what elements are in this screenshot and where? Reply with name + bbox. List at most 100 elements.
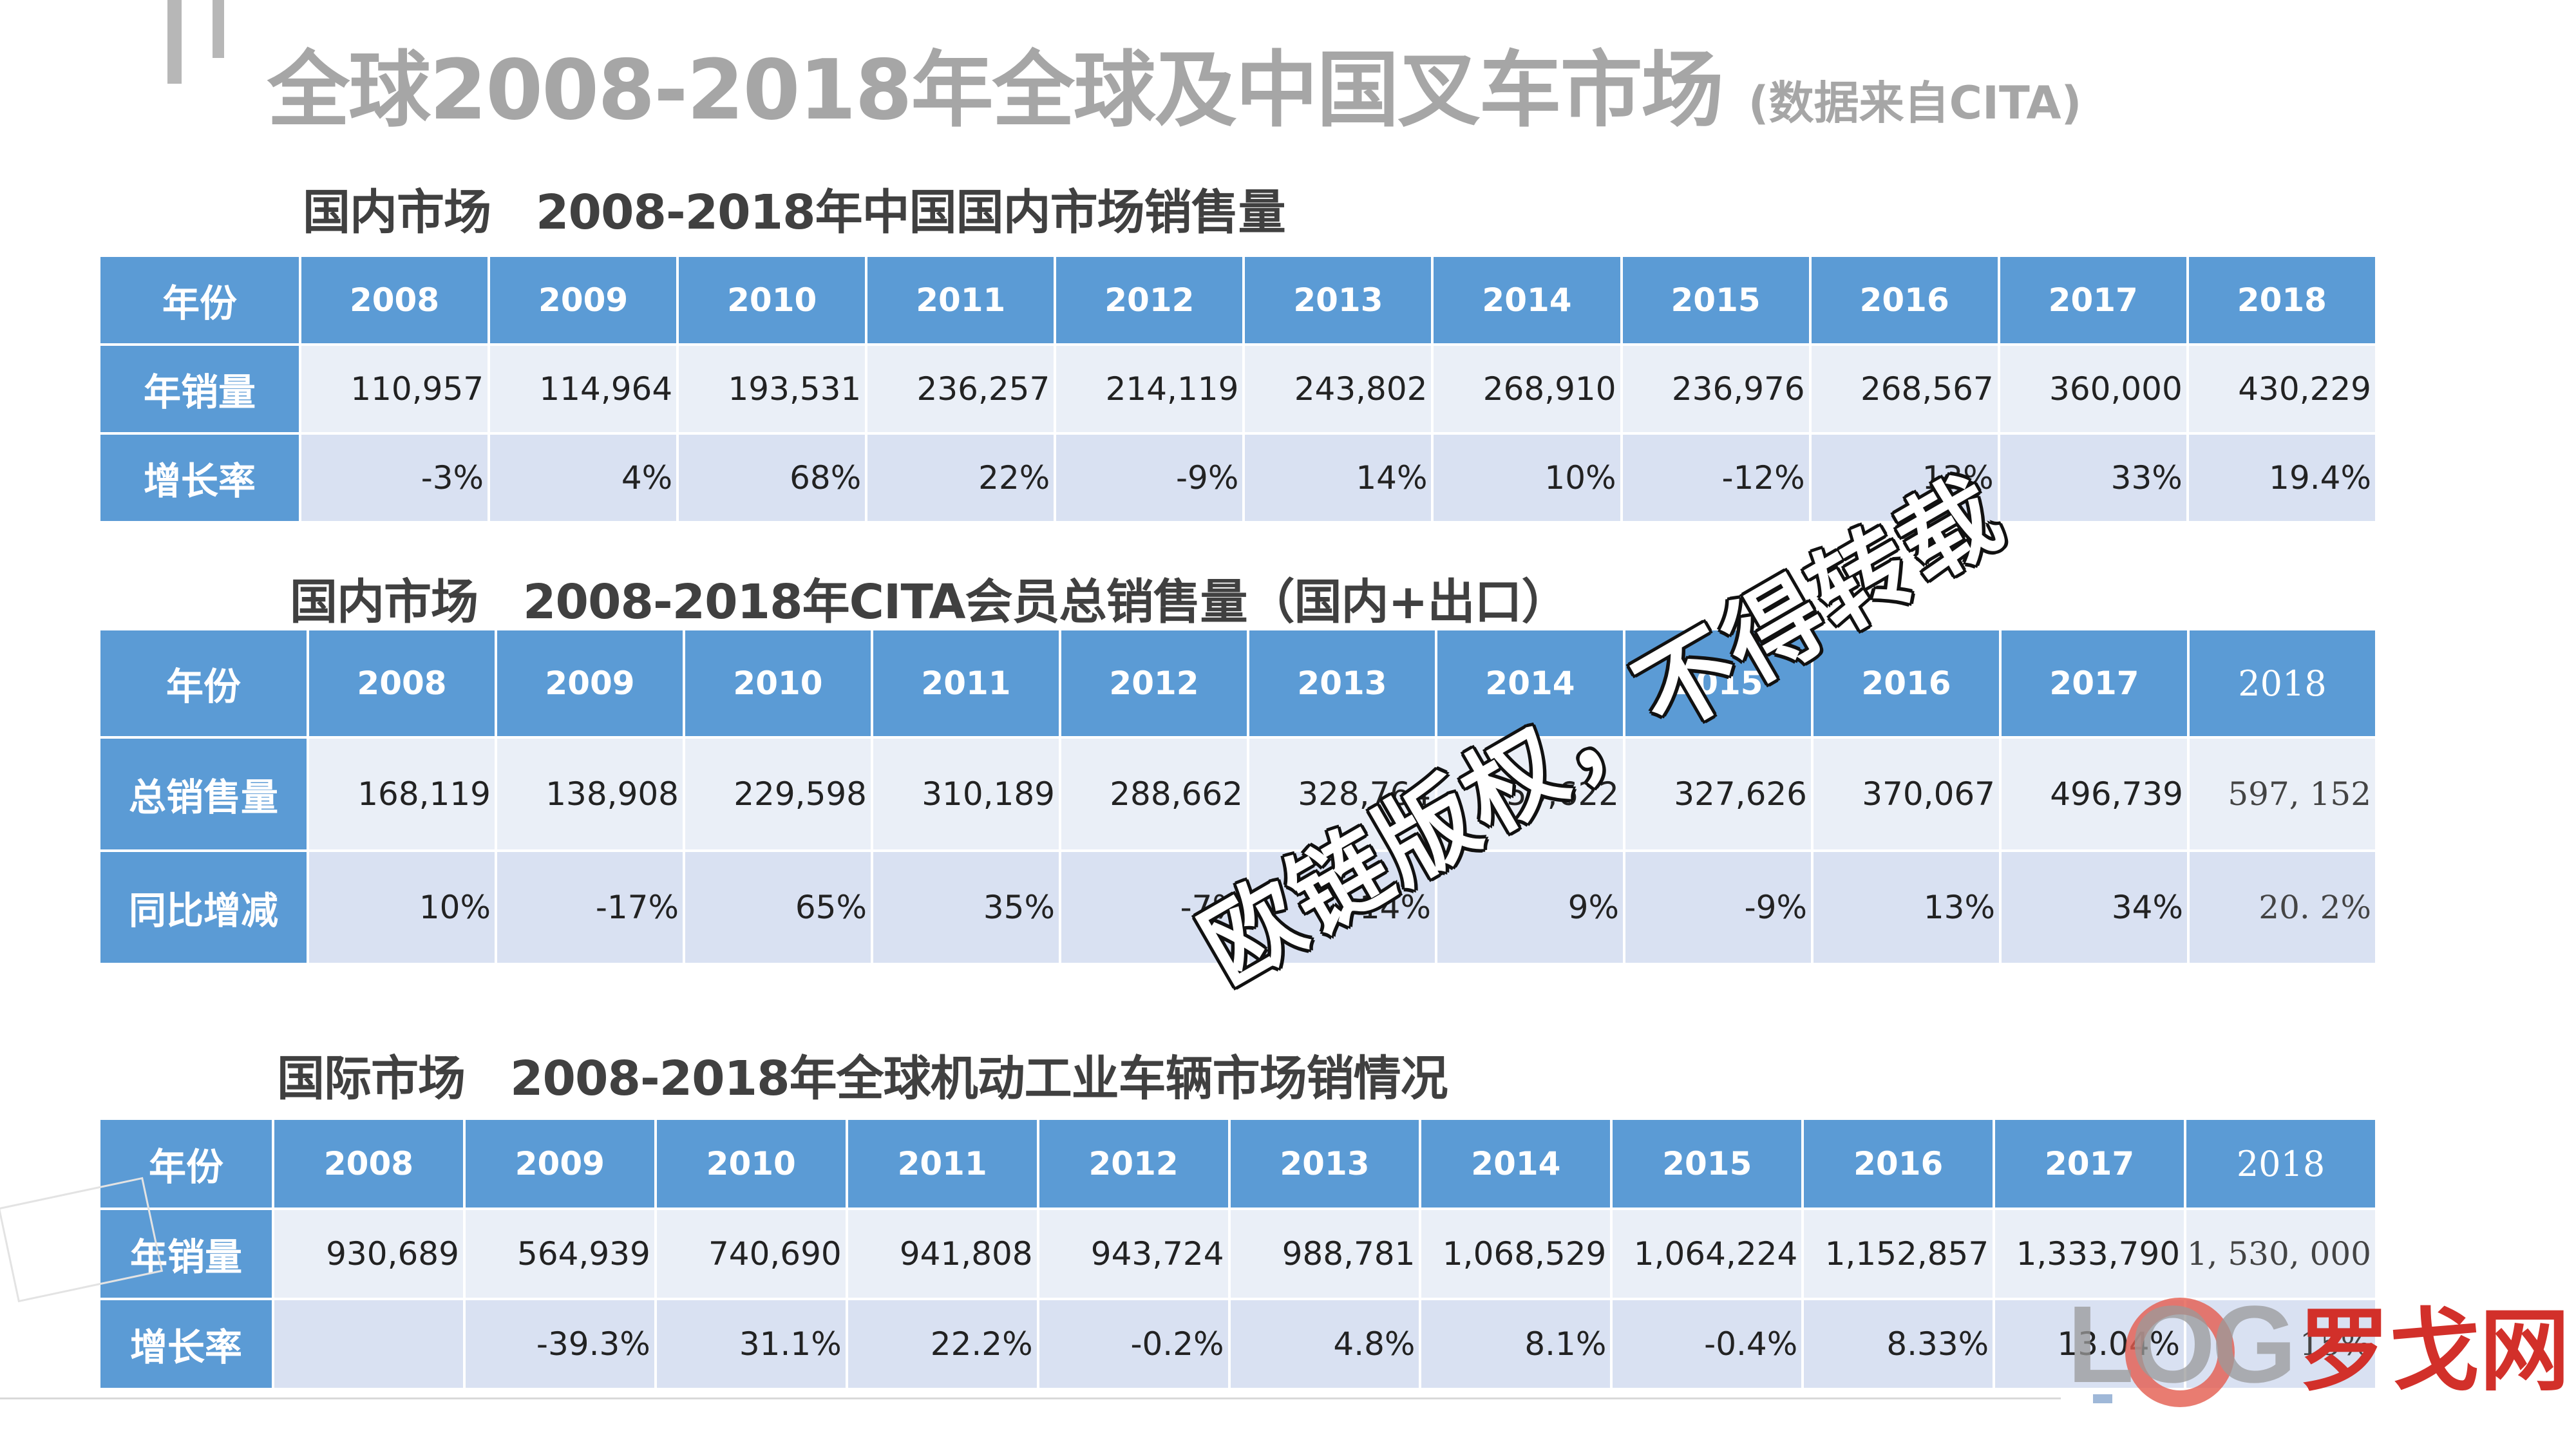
table-cell: 360,000 bbox=[1997, 343, 2189, 435]
header-cell: 2009 bbox=[495, 628, 685, 739]
table-cell: 4.8% bbox=[1227, 1298, 1422, 1390]
table-row: 增长率 -39.3% 31.1% 22.2% -0.2% 4.8% 8.1% -… bbox=[98, 1298, 2378, 1390]
table-row: 总销售量 168,119 138,908 229,598 310,189 288… bbox=[98, 736, 2378, 852]
table-row: 年销量 110,957 114,964 193,531 236,257 214,… bbox=[98, 343, 2378, 435]
table-cell: 10% bbox=[307, 849, 497, 965]
row-label: 总销售量 bbox=[98, 736, 309, 852]
table-cell: 288,662 bbox=[1059, 736, 1249, 852]
section1-label: 国内市场 bbox=[303, 185, 491, 240]
header-cell: 2014 bbox=[1419, 1117, 1613, 1210]
table-cell: 941,808 bbox=[845, 1208, 1039, 1300]
header-cell: 2015 bbox=[1610, 1117, 1804, 1210]
table-cell: 168,119 bbox=[307, 736, 497, 852]
table-cell: 14% bbox=[1247, 849, 1437, 965]
header-cell: 2008 bbox=[272, 1117, 466, 1210]
row-label: 增长率 bbox=[98, 432, 301, 524]
table-cell: 13% bbox=[1811, 849, 2002, 965]
table-cell: -3% bbox=[298, 432, 491, 524]
table-cell: 268,910 bbox=[1431, 343, 1623, 435]
header-cell: 2018 bbox=[2184, 1117, 2378, 1210]
table-cell: 1,333,790 bbox=[1993, 1208, 2187, 1300]
table-cell: 430,229 bbox=[2186, 343, 2378, 435]
header-cell: 2008 bbox=[298, 254, 491, 346]
header-cell: 2017 bbox=[1997, 254, 2189, 346]
table-cell bbox=[272, 1298, 466, 1390]
table-cell: 10% bbox=[1431, 432, 1623, 524]
table-cell: -0.2% bbox=[1036, 1298, 1231, 1390]
table-cell: 943,724 bbox=[1036, 1208, 1231, 1300]
table-cell: 310,189 bbox=[871, 736, 1061, 852]
page-title-main: 全球2008-2018年全球及中国叉车市场 bbox=[267, 43, 1724, 138]
table-cell: 359,622 bbox=[1435, 736, 1625, 852]
header-cell: 2014 bbox=[1435, 628, 1625, 739]
section3-heading: 2008-2018年全球机动工业车辆市场销情况 bbox=[510, 1051, 1448, 1106]
header-cell: 2011 bbox=[845, 1117, 1039, 1210]
header-cell: 2010 bbox=[654, 1117, 848, 1210]
table-cell: 930,689 bbox=[272, 1208, 466, 1300]
header-cell: 2008 bbox=[307, 628, 497, 739]
header-cell: 2011 bbox=[871, 628, 1061, 739]
table-cell: 564,939 bbox=[462, 1208, 657, 1300]
section3-title: 国际市场 2008-2018年全球机动工业车辆市场销情况 bbox=[277, 1040, 1448, 1109]
section2-heading: 2008-2018年CITA会员总销售量（国内+出口） bbox=[523, 574, 1569, 630]
table-cell: 327,626 bbox=[1623, 736, 1814, 852]
table-cell: 9% bbox=[1435, 849, 1625, 965]
table-cell: 496,739 bbox=[1999, 736, 2190, 852]
table-cell: 243,802 bbox=[1242, 343, 1434, 435]
row-label: 增长率 bbox=[98, 1298, 274, 1390]
table-row: 增长率 -3% 4% 68% 22% -9% 14% 10% -12% 13% … bbox=[98, 432, 2378, 524]
table-cell: 68% bbox=[676, 432, 868, 524]
section2-title: 国内市场 2008-2018年CITA会员总销售量（国内+出口） bbox=[290, 564, 1569, 632]
row-label: 年销量 bbox=[98, 343, 301, 435]
table-row: 年销量 930,689 564,939 740,690 941,808 943,… bbox=[98, 1208, 2378, 1300]
header-cell: 2017 bbox=[1999, 628, 2190, 739]
table-cell: -0.4% bbox=[1610, 1298, 1804, 1390]
logo-dots-icon bbox=[2093, 1394, 2112, 1403]
table-cell: 214,119 bbox=[1054, 343, 1245, 435]
table-cell: 8.33% bbox=[1801, 1298, 1996, 1390]
title-accent-bar-small bbox=[213, 0, 224, 58]
section1-title: 国内市场 2008-2018年中国国内市场销售量 bbox=[303, 174, 1286, 243]
table-cell: 988,781 bbox=[1227, 1208, 1422, 1300]
section1-heading: 2008-2018年中国国内市场销售量 bbox=[536, 185, 1286, 240]
header-cell: 2015 bbox=[1623, 628, 1814, 739]
table-header-row: 年份 2008 2009 2010 2011 2012 2013 2014 20… bbox=[98, 628, 2378, 739]
section2-label: 国内市场 bbox=[290, 574, 478, 630]
table-cell: 19.4% bbox=[2186, 432, 2378, 524]
table-cell: 33% bbox=[1997, 432, 2189, 524]
table-cell: -12% bbox=[1620, 432, 1812, 524]
header-cell: 年份 bbox=[98, 1117, 274, 1210]
table-cell: -7% bbox=[1059, 849, 1249, 965]
cita-sales-table: 年份 2008 2009 2010 2011 2012 2013 2014 20… bbox=[98, 628, 2378, 965]
domestic-sales-table: 年份 2008 2009 2010 2011 2012 2013 2014 20… bbox=[98, 254, 2378, 524]
table-cell: 35% bbox=[871, 849, 1061, 965]
header-cell: 2018 bbox=[2186, 254, 2378, 346]
table-header-row: 年份 2008 2009 2010 2011 2012 2013 2014 20… bbox=[98, 254, 2378, 346]
header-cell: 2009 bbox=[462, 1117, 657, 1210]
header-cell: 2015 bbox=[1620, 254, 1812, 346]
header-cell: 2016 bbox=[1801, 1117, 1996, 1210]
table-cell: 22.2% bbox=[845, 1298, 1039, 1390]
header-cell: 2012 bbox=[1054, 254, 1245, 346]
page-title: 全球2008-2018年全球及中国叉车市场 (数据来自CITA) bbox=[267, 23, 2082, 142]
table-cell: 229,598 bbox=[683, 736, 873, 852]
table-cell: 138,908 bbox=[495, 736, 685, 852]
header-cell: 2016 bbox=[1808, 254, 2000, 346]
table-cell: 236,976 bbox=[1620, 343, 1812, 435]
table-cell: -39.3% bbox=[462, 1298, 657, 1390]
header-cell: 2013 bbox=[1242, 254, 1434, 346]
table-cell: 1, 530, 000 bbox=[2184, 1208, 2378, 1300]
header-cell: 2010 bbox=[676, 254, 868, 346]
header-cell: 年份 bbox=[98, 254, 301, 346]
table-cell: 20. 2% bbox=[2187, 849, 2378, 965]
section3-label: 国际市场 bbox=[277, 1051, 466, 1106]
row-label: 年销量 bbox=[98, 1208, 274, 1300]
table-cell: 268,567 bbox=[1808, 343, 2000, 435]
row-label: 同比增减 bbox=[98, 849, 309, 965]
header-cell: 2013 bbox=[1227, 1117, 1422, 1210]
global-sales-table: 年份 2008 2009 2010 2011 2012 2013 2014 20… bbox=[98, 1117, 2378, 1390]
table-cell: 236,257 bbox=[865, 343, 1057, 435]
header-cell: 2011 bbox=[865, 254, 1057, 346]
table-cell: 370,067 bbox=[1811, 736, 2002, 852]
logo: LOG罗戈网 bbox=[2067, 1278, 2570, 1408]
